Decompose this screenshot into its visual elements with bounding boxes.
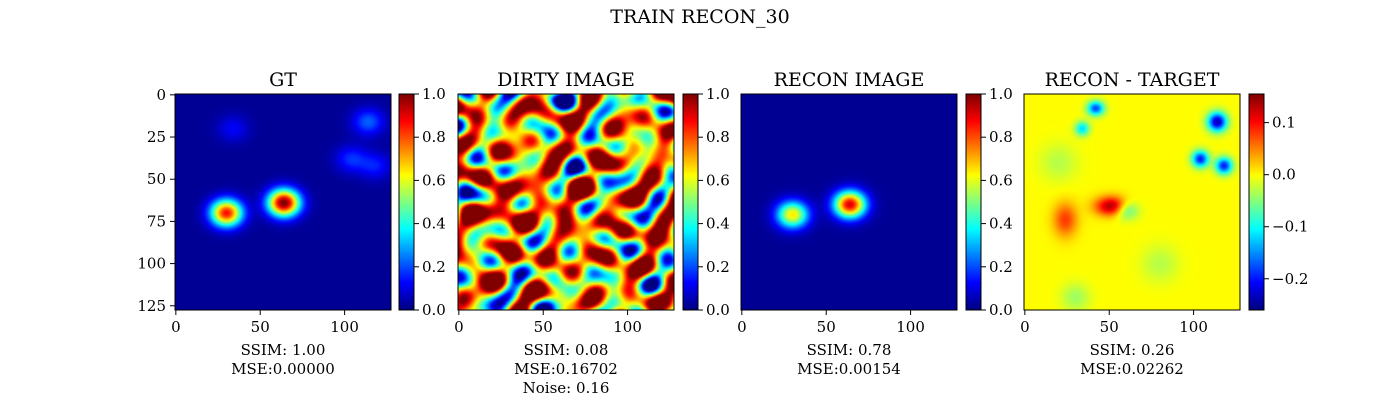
colorbar bbox=[399, 94, 414, 310]
axes-frame bbox=[457, 93, 675, 311]
panel-4: RECON - TARGET 0 50 100 0.1 0.0 −0.1 −0.2 SSIM: … bbox=[1020, 69, 1308, 378]
colorbar-frame bbox=[1248, 93, 1265, 311]
metric-caption: MSE:0.02262 bbox=[1080, 360, 1184, 378]
colorbar-tick-label: 0.8 bbox=[422, 128, 446, 146]
x-tick-label: 0 bbox=[737, 318, 747, 336]
heatmap-image bbox=[458, 94, 674, 310]
y-tick-label: 0 bbox=[156, 86, 166, 104]
panel-title: RECON IMAGE bbox=[774, 69, 925, 91]
metric-caption: MSE:0.00154 bbox=[797, 360, 901, 378]
colorbar-tick-label: 0.1 bbox=[1272, 114, 1296, 132]
x-tick-label: 50 bbox=[817, 318, 836, 336]
axes-frame bbox=[1023, 93, 1241, 311]
panel-2: DIRTY IMAGE 0 50 100 0.0 0.2 0.4 0.6 0.8 1.0 SSIM:… bbox=[454, 69, 730, 397]
panel-title: GT bbox=[269, 69, 297, 91]
heatmap-image bbox=[175, 94, 391, 310]
colorbar bbox=[966, 94, 981, 310]
colorbar-tick-label: 0.0 bbox=[706, 301, 730, 319]
panel-1: GT 0 50 100 0 25 50 75 100 125 0.0 0.2 0.4 0.6 0.8 1.0 S… bbox=[137, 69, 446, 378]
x-tick-label: 100 bbox=[896, 318, 925, 336]
colorbar-tick-label: 0.4 bbox=[422, 215, 446, 233]
colorbar-tick-label: 0.2 bbox=[989, 258, 1013, 276]
metric-caption: SSIM: 1.00 bbox=[241, 341, 326, 359]
panel-3: RECON IMAGE 0 50 100 0.0 0.2 0.4 0.6 0.8 1.0 SSIM:… bbox=[737, 69, 1013, 378]
colorbar-tick-label: 0.8 bbox=[706, 128, 730, 146]
x-tick-label: 50 bbox=[1100, 318, 1119, 336]
colorbar bbox=[683, 94, 698, 310]
y-tick-label: 25 bbox=[147, 128, 166, 146]
metric-caption: SSIM: 0.26 bbox=[1090, 341, 1175, 359]
y-tick-label: 50 bbox=[147, 170, 166, 188]
colorbar-tick-label: 0.2 bbox=[706, 258, 730, 276]
colorbar-frame bbox=[682, 93, 699, 311]
colorbar-tick-label: 0.0 bbox=[422, 301, 446, 319]
axes-frame bbox=[740, 93, 958, 311]
colorbar-tick-label: 1.0 bbox=[989, 85, 1013, 103]
metric-caption: SSIM: 0.78 bbox=[807, 341, 892, 359]
y-tick-label: 75 bbox=[147, 212, 166, 230]
metric-caption: SSIM: 0.08 bbox=[524, 341, 609, 359]
x-tick-label: 0 bbox=[171, 318, 181, 336]
x-tick-label: 0 bbox=[454, 318, 464, 336]
metric-caption: MSE:0.16702 bbox=[514, 360, 618, 378]
y-tick-label: 100 bbox=[137, 255, 166, 273]
heatmap-image bbox=[1024, 94, 1240, 310]
x-tick-label: 50 bbox=[251, 318, 270, 336]
colorbar-tick-label: −0.2 bbox=[1272, 270, 1308, 288]
panels: GT 0 50 100 0 25 50 75 100 125 0.0 0.2 0.4 0.6 0.8 1.0 S… bbox=[137, 69, 1308, 397]
colorbar-frame bbox=[965, 93, 982, 311]
colorbar-tick-label: 0.2 bbox=[422, 258, 446, 276]
metric-caption: MSE:0.00000 bbox=[231, 360, 335, 378]
colorbar-tick-label: 1.0 bbox=[706, 85, 730, 103]
colorbar-tick-label: 0.6 bbox=[422, 171, 446, 189]
x-tick-label: 50 bbox=[534, 318, 553, 336]
colorbar-tick-label: 0.6 bbox=[989, 171, 1013, 189]
colorbar-frame bbox=[398, 93, 415, 311]
colorbar-tick-label: 0.0 bbox=[1272, 166, 1296, 184]
colorbar-tick-label: 0.6 bbox=[706, 171, 730, 189]
x-tick-label: 100 bbox=[613, 318, 642, 336]
colorbar-tick-label: 0.4 bbox=[706, 215, 730, 233]
heatmap-image bbox=[741, 94, 957, 310]
panel-title: RECON - TARGET bbox=[1045, 69, 1220, 91]
x-tick-label: 100 bbox=[330, 318, 359, 336]
colorbar bbox=[1249, 94, 1264, 310]
colorbar-tick-label: 1.0 bbox=[422, 85, 446, 103]
axes-frame bbox=[174, 93, 392, 311]
colorbar-tick-label: 0.0 bbox=[989, 301, 1013, 319]
figure-title: TRAIN RECON_30 bbox=[610, 6, 789, 28]
colorbar-tick-label: 0.4 bbox=[989, 215, 1013, 233]
x-tick-label: 100 bbox=[1179, 318, 1208, 336]
y-tick-label: 125 bbox=[137, 297, 166, 315]
panel-title: DIRTY IMAGE bbox=[497, 69, 635, 91]
colorbar-tick-label: 0.8 bbox=[989, 128, 1013, 146]
x-tick-label: 0 bbox=[1020, 318, 1030, 336]
metric-caption: Noise: 0.16 bbox=[523, 379, 610, 397]
colorbar-tick-label: −0.1 bbox=[1272, 218, 1308, 236]
